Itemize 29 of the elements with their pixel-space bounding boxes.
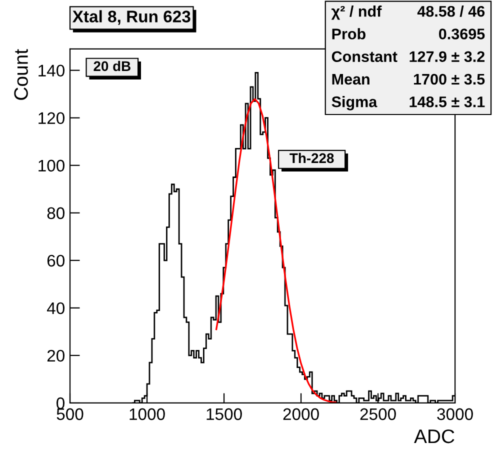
y-tick-label: 120	[38, 112, 64, 124]
x-tick-label: 2500	[360, 408, 396, 420]
y-tick-label: 20	[47, 350, 64, 362]
annotation: Th-228	[290, 152, 334, 164]
chart-title: Xtal 8, Run 623	[72, 10, 190, 25]
x-tick-label: 1500	[206, 408, 242, 420]
x-tick-label: 500	[56, 408, 84, 420]
text: χ² / ndf	[331, 6, 382, 20]
y-tick-label: 60	[47, 254, 64, 267]
annotation: Constant	[332, 51, 398, 62]
x-tick-label: 3000	[437, 408, 473, 420]
text: Prob	[332, 28, 366, 40]
y-tick-label: 100	[38, 160, 64, 172]
annotation: 127.9 ± 3.2	[410, 51, 485, 62]
y-axis-title: Count	[14, 49, 28, 100]
y-tick-label: 80	[47, 207, 64, 220]
annotation: 148.5 ± 3.1	[410, 96, 485, 108]
text: 0.3695	[438, 28, 485, 40]
annotation: Mean	[332, 74, 370, 85]
x-axis-title: ADC	[414, 429, 454, 444]
y-tick-label: 40	[46, 302, 64, 314]
annotation: 20 dB	[94, 60, 130, 72]
x-tick-label: 2000	[283, 408, 319, 420]
annotation: Sigma	[332, 96, 378, 110]
y-tick-label: 140	[38, 64, 64, 77]
annotation: 1700 ± 3.5	[414, 74, 485, 85]
text: 48.58 / 46	[417, 6, 485, 17]
x-tick-label: 1000	[130, 408, 165, 420]
y-tick-label: 0	[56, 397, 64, 410]
